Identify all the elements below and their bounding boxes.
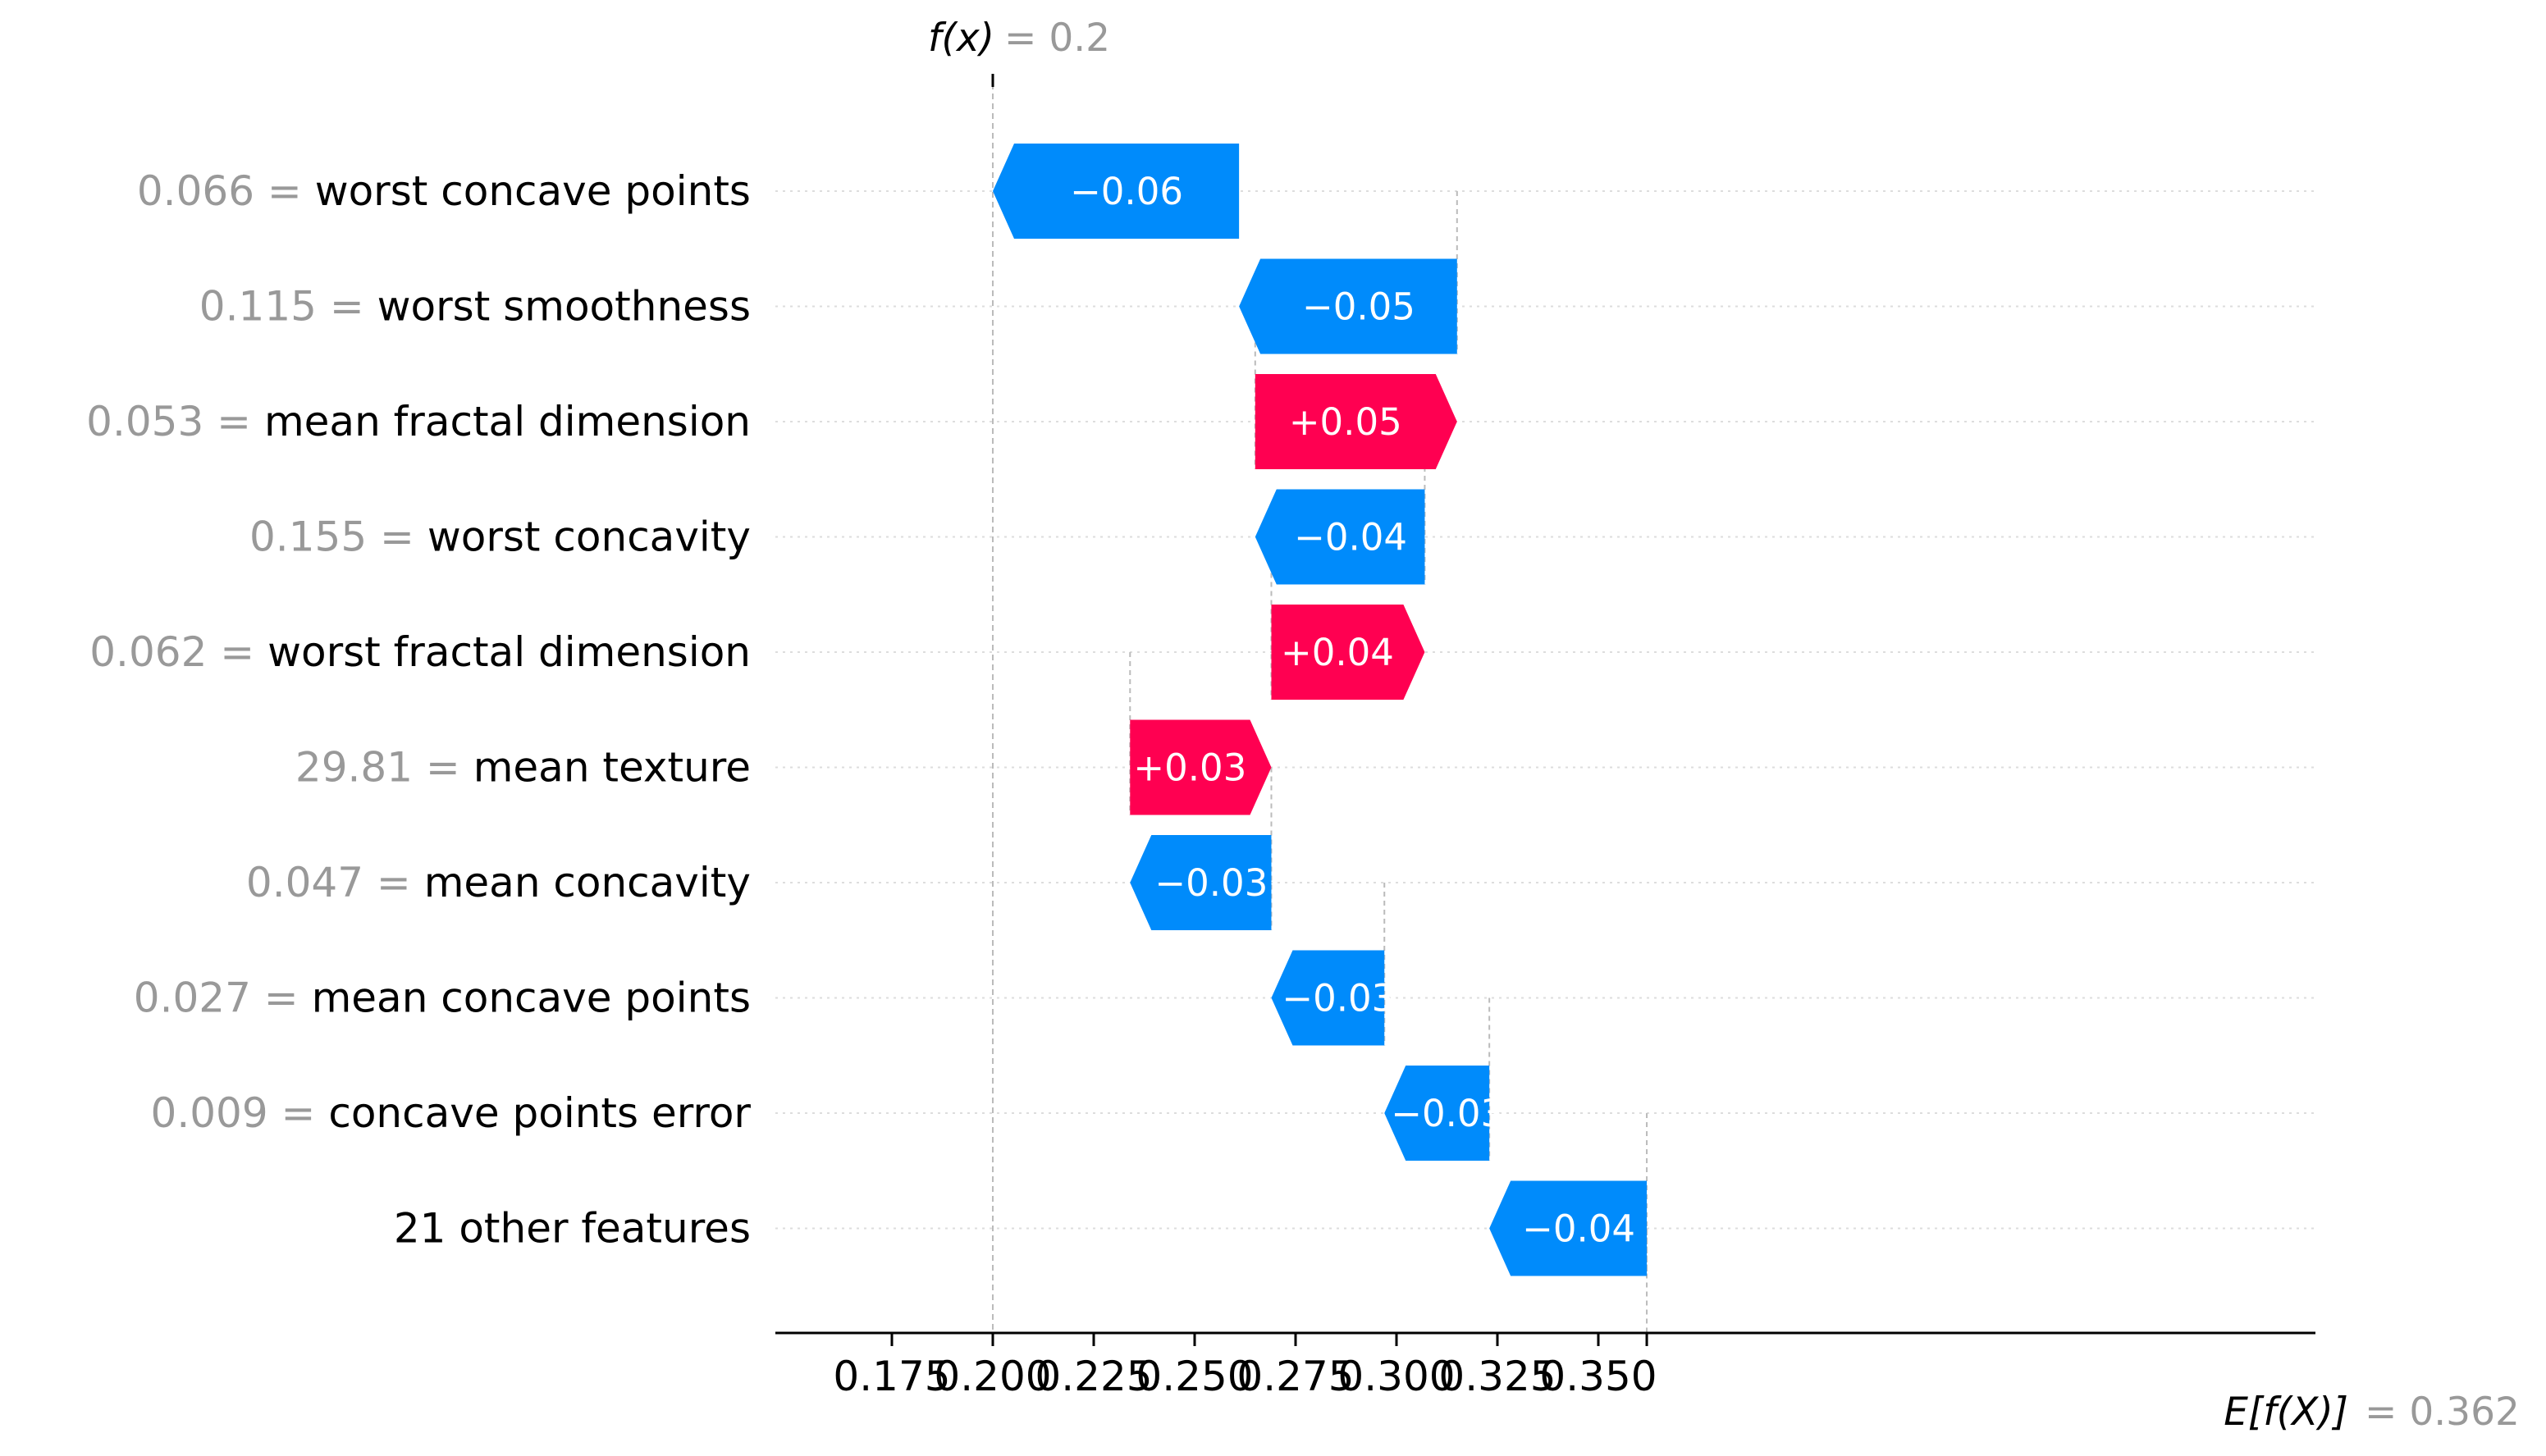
x-tick-label: 0.250 (1136, 1353, 1253, 1400)
feature-name: concave points error (328, 1089, 751, 1137)
bar-negative (1271, 950, 1385, 1046)
bar-positive (1255, 374, 1457, 469)
feature-name: worst concavity (427, 513, 751, 561)
bar-positive (1130, 719, 1272, 815)
feature-name: mean fractal dimension (264, 398, 751, 445)
bar-value-label: +0.04 (1281, 631, 1394, 674)
row-label: 0.115 = worst smoothness (199, 283, 751, 331)
row-label: 0.066 = worst concave points (137, 167, 751, 215)
bar-value-label: −0.03 (1282, 977, 1395, 1020)
feature-value: 0.009 = (151, 1089, 329, 1137)
ex-label: E[f(X)] (2224, 1390, 2348, 1435)
x-tick-label: 0.225 (1035, 1353, 1152, 1400)
ex-value: = 0.362 (2365, 1390, 2520, 1435)
x-tick-label: 0.175 (833, 1353, 950, 1400)
bars: −0.06 −0.05 +0.05 −0.04 +0.04 +0.03 −0.03 −0.03… (993, 144, 1648, 1276)
bar-value-label: +0.03 (1133, 746, 1246, 790)
bar-value-label: −0.03 (1154, 861, 1268, 905)
fx-label: f(x) (928, 16, 994, 61)
bar-positive (1271, 605, 1425, 700)
x-tick-label: 0.300 (1337, 1353, 1455, 1400)
row-label: 0.155 = worst concavity (249, 513, 751, 561)
bar-value-label: −0.04 (1294, 516, 1407, 559)
bar-negative (993, 144, 1240, 239)
bar-value-label: −0.06 (1070, 170, 1183, 213)
feature-value: 0.062 = (89, 628, 267, 676)
row-labels: 0.066 = worst concave points 0.115 = wors… (86, 167, 751, 1253)
bar-negative (1239, 258, 1457, 354)
feature-value: 29.81 = (295, 744, 473, 792)
feature-value: 0.066 = (137, 167, 315, 215)
row-label: 29.81 = mean texture (295, 744, 751, 792)
feature-name: mean texture (473, 744, 751, 792)
fx-value: = 0.2 (1004, 16, 1110, 61)
bar-value-label: −0.04 (1522, 1207, 1635, 1251)
feature-name: worst smoothness (377, 283, 751, 331)
feature-name: mean concavity (424, 859, 751, 906)
feature-value: 0.115 = (199, 283, 377, 331)
x-tick-label: 0.325 (1438, 1353, 1556, 1400)
bar-value-label: −0.05 (1302, 285, 1415, 329)
bar-value-label: −0.03 (1391, 1092, 1504, 1135)
row-label: 0.047 = mean concavity (246, 859, 751, 906)
x-tick-label: 0.350 (1539, 1353, 1657, 1400)
fx-annotation: f(x) = 0.2 (928, 16, 1110, 61)
bar-negative (1384, 1066, 1490, 1161)
feature-name: worst fractal dimension (267, 628, 751, 676)
feature-name: 21 other features (394, 1205, 751, 1253)
feature-value: 0.047 = (246, 859, 424, 906)
feature-name: worst concave points (315, 167, 751, 215)
bar-value-label: +0.05 (1289, 400, 1402, 444)
bar-negative (1255, 489, 1425, 585)
feature-value: 0.155 = (249, 513, 427, 561)
row-gridlines (775, 190, 2315, 1230)
row-label: 21 other features (394, 1205, 751, 1253)
x-tick-label: 0.275 (1236, 1353, 1354, 1400)
x-tick-label: 0.200 (934, 1353, 1051, 1400)
feature-value: 0.027 = (134, 974, 312, 1022)
bar-negative (1130, 835, 1272, 930)
row-label: 0.009 = concave points error (151, 1089, 752, 1137)
ex-annotation: E[f(X)] = 0.362 (2224, 1390, 2520, 1435)
bar-negative (1489, 1180, 1648, 1276)
feature-value: 0.053 = (86, 398, 264, 445)
feature-name: mean concave points (312, 974, 751, 1022)
row-label: 0.062 = worst fractal dimension (89, 628, 751, 676)
row-label: 0.053 = mean fractal dimension (86, 398, 751, 445)
row-label: 0.027 = mean concave points (134, 974, 751, 1022)
